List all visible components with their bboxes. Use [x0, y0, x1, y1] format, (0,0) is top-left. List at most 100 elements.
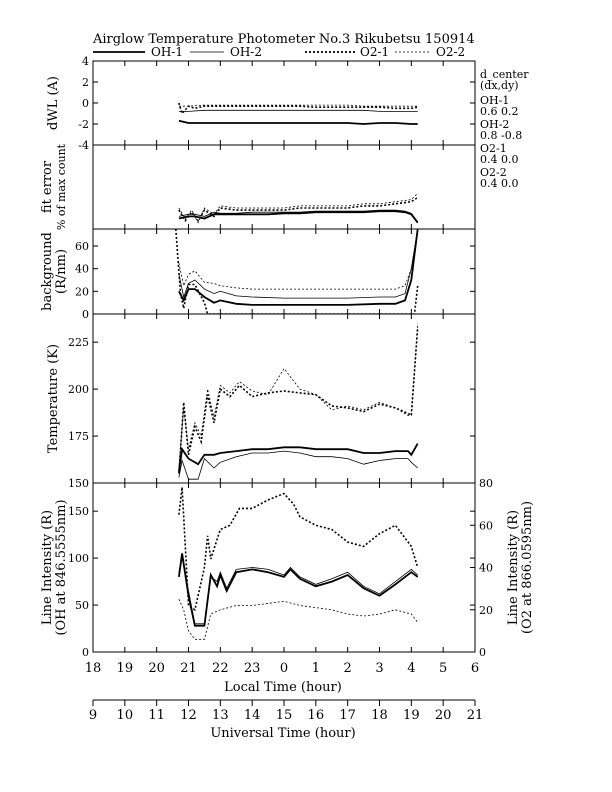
- note-o21-label: O2-1: [480, 142, 507, 155]
- lt-tick-label: 22: [212, 661, 229, 676]
- note-d-center: d_center: [480, 68, 529, 81]
- panel-frame: [92, 60, 476, 146]
- y-axis-label-2: % of max count: [55, 143, 68, 230]
- series-line-o2-2: [178, 229, 419, 290]
- y-axis-label: background: [40, 232, 55, 311]
- lt-tick-label: 6: [471, 661, 479, 676]
- legend-label-o22: O2-2: [436, 45, 465, 59]
- y-tick-label: -2: [78, 118, 89, 131]
- y-tick-label: 175: [68, 430, 89, 443]
- lt-tick-label: 0: [280, 661, 288, 676]
- y-axis-label: Temperature (K): [46, 344, 61, 453]
- y-axis-label: fit error: [40, 160, 55, 213]
- y2-tick-label: 80: [479, 477, 493, 490]
- panel-frame: [92, 313, 476, 484]
- y-tick-label: 2: [82, 76, 89, 89]
- lt-tick-label: 4: [407, 661, 415, 676]
- series-line-oh-1: [178, 210, 419, 224]
- universal-time-axis: 9 10 11 12 13 14 15 16 17 18 19 20 21: [89, 699, 483, 723]
- legend-label-oh1: OH-1: [151, 45, 183, 59]
- panel-2: fit error% of max count: [40, 143, 476, 230]
- lt-tick-label: 3: [375, 661, 383, 676]
- lt-tick-label: 20: [148, 661, 165, 676]
- series-group: [175, 229, 419, 314]
- lt-tick-label: 2: [344, 661, 352, 676]
- series-group: [178, 323, 419, 480]
- note-oh2-label: OH-2: [480, 118, 509, 131]
- legend: OH-1 OH-2 O2-1 O2-2: [93, 45, 465, 59]
- series-line-oh-2: [178, 450, 418, 480]
- y-tick-label: -4: [78, 139, 89, 152]
- y-axis-label-2: (R/nm): [54, 249, 69, 294]
- y-tick-label: 20: [75, 285, 89, 298]
- y-tick-label: 225: [68, 336, 89, 349]
- y2-axis-label: Line Intensity (R): [506, 510, 521, 625]
- lt-tick-label: 21: [180, 661, 197, 676]
- series-line-oh-2: [178, 229, 419, 299]
- note-o21-value: 0.4 0.0: [480, 153, 518, 166]
- note-o22-label: O2-2: [480, 166, 507, 179]
- panel-3: 60 40 20 0 background (R/nm): [40, 228, 476, 321]
- series-line-oh-1: [178, 229, 419, 306]
- panel-frame: [92, 228, 476, 315]
- y2-tick-label: 60: [479, 519, 493, 532]
- y-tick-label: 150: [68, 477, 89, 490]
- y-tick-label: 4: [82, 55, 89, 68]
- y-tick-label: 0: [82, 308, 89, 321]
- series-line-oh-2: [178, 209, 419, 222]
- series-line-o2-1: [178, 327, 419, 474]
- y2-tick-label: 40: [479, 562, 493, 575]
- series-line-oh-2: [178, 558, 418, 625]
- ut-tick-label: 13: [212, 708, 229, 723]
- series-line-o2-1: [175, 229, 419, 314]
- series-line-oh-1: [178, 443, 419, 472]
- legend-label-o21: O2-1: [360, 45, 389, 59]
- series-line-oh-1: [178, 553, 419, 627]
- y-tick-label: 100: [68, 552, 89, 565]
- panel-frame: [92, 144, 476, 230]
- y-axis-label: dWL (A): [46, 76, 61, 130]
- lt-tick-label: 1: [312, 661, 320, 676]
- series-line-o2-1: [178, 487, 419, 612]
- y2-axis-label-2: (O2 at 866.0595nm): [520, 501, 535, 634]
- y-axis-label-2: (OH at 846.5555nm): [54, 499, 69, 635]
- ut-tick-label: 17: [339, 708, 356, 723]
- y-tick-label: 200: [68, 383, 89, 396]
- ut-tick-label: 15: [276, 708, 293, 723]
- lt-tick-label: 5: [439, 661, 447, 676]
- ut-tick-label: 9: [89, 708, 97, 723]
- y2-tick-label: 20: [479, 604, 493, 617]
- series-line-o2-2: [178, 323, 419, 469]
- legend-label-oh2: OH-2: [230, 45, 262, 59]
- note-oh1-label: OH-1: [480, 94, 509, 107]
- y-axis-label: Line Intensity (R): [40, 510, 55, 625]
- lt-tick-label: 18: [85, 661, 102, 676]
- note-dxdy: (dx,dy): [480, 79, 519, 92]
- series-group: [178, 102, 418, 125]
- note-oh1-value: 0.6 0.2: [480, 105, 518, 118]
- ut-tick-label: 12: [180, 708, 197, 723]
- lt-tick-label: 23: [244, 661, 261, 676]
- panel-4: 225 200 175 150 Temperature (K): [46, 313, 476, 490]
- y-tick-label: 0: [82, 646, 89, 659]
- chart-title: Airglow Temperature Photometer No.3 Riku…: [92, 32, 475, 47]
- y-tick-label: 60: [75, 240, 89, 253]
- series-line-oh-1: [178, 119, 418, 125]
- panel-1: 4 2 0 -2 -4 dWL (A): [46, 55, 476, 152]
- local-time-axis: 18 19 20 21 22 23 0 1 2 3 4 5 6: [85, 661, 479, 676]
- y2-tick-label: 0: [479, 646, 486, 659]
- ut-tick-label: 16: [308, 708, 325, 723]
- y-tick-label: 150: [68, 505, 89, 518]
- series-line-o2-1: [178, 196, 419, 223]
- ut-tick-label: 10: [117, 708, 134, 723]
- y-tick-label: 50: [75, 599, 89, 612]
- series-line-o2-1: [178, 102, 418, 116]
- y-tick-label: 40: [75, 263, 89, 276]
- y-tick-label: 0: [82, 97, 89, 110]
- series-line-oh-2: [178, 109, 418, 112]
- ut-tick-label: 19: [403, 708, 420, 723]
- series-group: [178, 193, 419, 224]
